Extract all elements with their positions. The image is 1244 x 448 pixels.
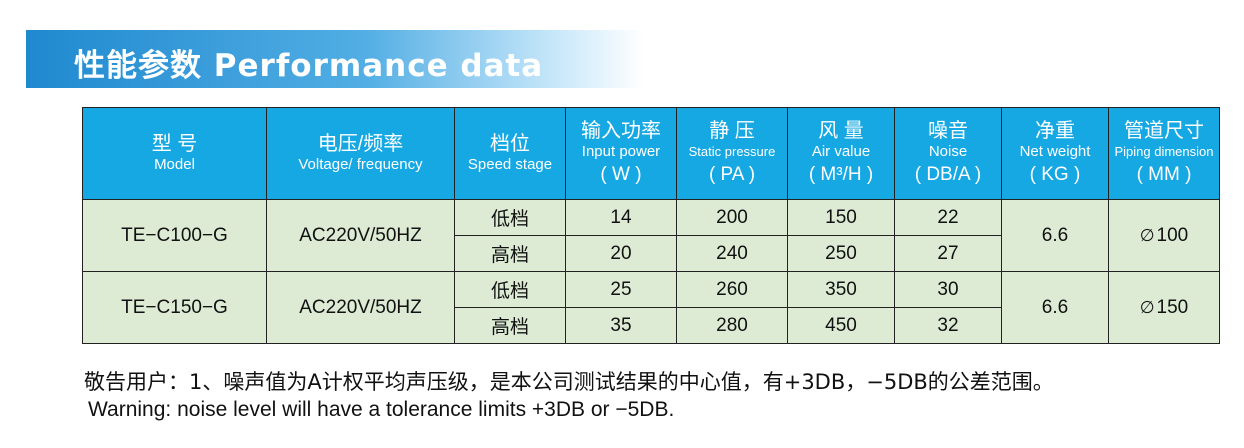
section-banner (26, 30, 644, 88)
header-pipe: 管道尺寸 Piping dimension ( MM ) (1108, 107, 1220, 200)
weight-cell: 6.6 (1001, 199, 1109, 272)
pressure-cell: 200 (676, 199, 788, 236)
air-cell: 350 (787, 271, 895, 308)
pressure-cell: 260 (676, 271, 788, 308)
header-air-zh: 风 量 (818, 120, 864, 142)
section-title: 性能参数 Performance data (74, 48, 544, 84)
air-cell: 150 (787, 199, 895, 236)
header-voltage-en: Voltage/ frequency (298, 156, 423, 173)
voltage-cell: AC220V/50HZ (266, 199, 455, 272)
header-pressure-en: Static pressure (688, 144, 776, 159)
power-cell: 14 (565, 199, 677, 236)
stage-cell: 低档 (454, 199, 566, 236)
header-weight-zh: 净重 (1035, 120, 1075, 142)
power-cell: 20 (565, 235, 677, 272)
noise-cell: 30 (894, 271, 1002, 308)
air-cell: 450 (787, 307, 895, 344)
diameter-icon: ∅ (1139, 225, 1155, 245)
header-weight-unit: ( KG ) (1029, 164, 1081, 185)
header-noise-en: Noise (928, 143, 968, 160)
header-pipe-en: Piping dimension (1114, 144, 1214, 159)
header-weight: 净重 Net weight ( KG ) (1001, 107, 1109, 200)
pressure-cell: 240 (676, 235, 788, 272)
header-power-unit: ( W ) (600, 164, 642, 185)
warning-note-en: Warning: noise level will have a toleran… (88, 398, 675, 421)
table-row: TE−C150−G AC220V/50HZ 低档 25 260 350 30 6… (82, 271, 1220, 344)
header-noise: 噪音 Noise ( DB/A ) (894, 107, 1002, 200)
model-cell: TE−C150−G (82, 271, 267, 344)
noise-cell: 32 (894, 307, 1002, 344)
header-row: 型 号 Model 电压/频率 Voltage/ frequency 档位 Sp… (82, 107, 1220, 200)
table-row: TE−C100−G AC220V/50HZ 低档 14 200 150 22 6… (82, 199, 1220, 272)
header-model-en: Model (154, 156, 195, 173)
header-voltage-zh: 电压/频率 (317, 133, 404, 155)
header-pressure: 静 压 Static pressure ( PA ) (676, 107, 788, 200)
header-power-en: Input power (581, 143, 661, 160)
pipe-value: 100 (1156, 224, 1189, 246)
header-noise-zh: 噪音 (928, 120, 968, 142)
header-noise-unit: ( DB/A ) (914, 164, 982, 185)
header-air: 风 量 Air value ( M³/H ) (787, 107, 895, 200)
header-voltage: 电压/频率 Voltage/ frequency (266, 107, 455, 200)
voltage-cell: AC220V/50HZ (266, 271, 455, 344)
header-speed: 档位 Speed stage (454, 107, 566, 200)
header-pressure-unit: ( PA ) (708, 164, 756, 185)
pipe-cell: ∅ 150 (1108, 271, 1220, 344)
header-air-unit: ( M³/H ) (808, 164, 874, 185)
model-cell: TE−C100−G (82, 199, 267, 272)
header-speed-en: Speed stage (467, 156, 553, 173)
warning-note-zh: 敬告用户：1、噪声值为A计权平均声压级，是本公司测试结果的中心值，有+3DB，−… (84, 370, 1054, 394)
header-speed-zh: 档位 (490, 133, 530, 155)
pressure-cell: 280 (676, 307, 788, 344)
noise-cell: 27 (894, 235, 1002, 272)
pipe-value: 150 (1156, 296, 1189, 318)
noise-cell: 22 (894, 199, 1002, 236)
stage-cell: 高档 (454, 307, 566, 344)
header-pressure-zh: 静 压 (709, 120, 755, 142)
weight-cell: 6.6 (1001, 271, 1109, 344)
air-cell: 250 (787, 235, 895, 272)
diameter-icon: ∅ (1139, 297, 1155, 317)
header-power-zh: 输入功率 (581, 120, 661, 142)
table-row: 高档 20 240 250 27 (83, 235, 1220, 272)
header-pipe-zh: 管道尺寸 (1124, 120, 1204, 142)
stage-cell: 高档 (454, 235, 566, 272)
header-weight-en: Net weight (1019, 143, 1091, 160)
header-pipe-unit: ( MM ) (1136, 164, 1192, 185)
power-cell: 25 (565, 271, 677, 308)
header-model: 型 号 Model (82, 107, 267, 200)
performance-table: 型 号 Model 电压/频率 Voltage/ frequency 档位 Sp… (82, 107, 1220, 344)
header-model-zh: 型 号 (151, 133, 198, 155)
stage-cell: 低档 (454, 271, 566, 308)
power-cell: 35 (565, 307, 677, 344)
table-row: 高档 35 280 450 32 (83, 307, 1220, 344)
header-power: 输入功率 Input power ( W ) (565, 107, 677, 200)
pipe-cell: ∅ 100 (1108, 199, 1220, 272)
header-air-en: Air value (811, 143, 871, 160)
